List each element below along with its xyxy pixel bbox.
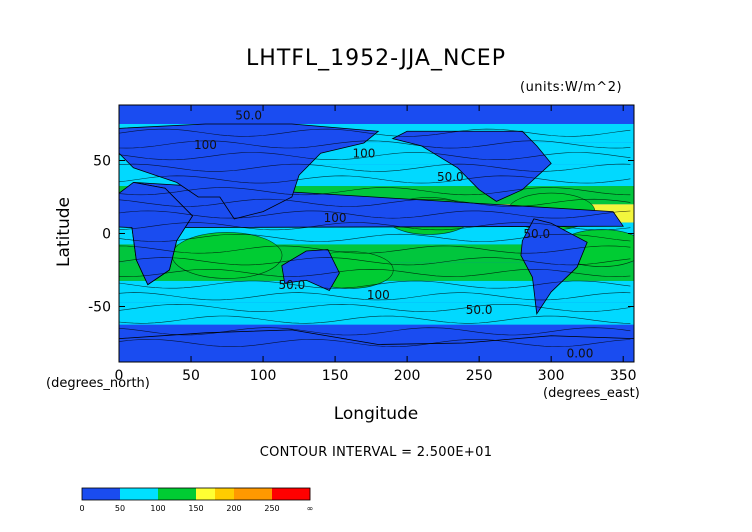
- contour-line: [119, 163, 631, 172]
- contour-label: 50.0: [235, 109, 262, 123]
- contour-line: [119, 128, 631, 137]
- contour-line: [119, 280, 631, 289]
- colorbar-tick-label: 100: [150, 504, 165, 513]
- colorbar-segment: [158, 488, 178, 500]
- contour-line: [119, 140, 631, 149]
- contour-label: 50.0: [466, 303, 493, 317]
- chart-title: LHTFL_1952-JJA_NCEP: [246, 46, 506, 71]
- contour-line: [119, 303, 631, 312]
- y-tick-label: -50: [88, 300, 111, 316]
- contour-label: 100: [194, 138, 217, 152]
- colorbar-segment: [272, 488, 292, 500]
- contour-line: [119, 187, 631, 196]
- contour-label: 100: [324, 211, 347, 225]
- contour-interval-label: CONTOUR INTERVAL = 2.500E+01: [259, 445, 493, 460]
- contour-line: [119, 315, 631, 324]
- x-tick-label: 300: [538, 368, 565, 384]
- contour-line: [119, 292, 631, 301]
- colorbar-tick-label: 200: [226, 504, 241, 513]
- contour-line: [119, 175, 631, 184]
- contour-label: 50.0: [437, 170, 464, 184]
- contour-line: [119, 257, 631, 266]
- colorbar-tick-label: ∞: [307, 504, 314, 513]
- units-label: (units:W/m^2): [520, 80, 623, 95]
- x-tick-label: 200: [394, 368, 421, 384]
- x-unit-label: (degrees_east): [543, 386, 640, 401]
- contour-line: [119, 327, 631, 336]
- colorbar-segment: [101, 488, 121, 500]
- x-axis-label: Longitude: [333, 404, 419, 424]
- colorbar-segment: [215, 488, 235, 500]
- x-tick-label: 350: [610, 368, 637, 384]
- contour-label: 100: [367, 288, 390, 302]
- y-tick-label: 50: [93, 153, 111, 169]
- contour-line: [119, 233, 631, 242]
- landmass: [119, 123, 380, 220]
- colorbar-segment: [196, 488, 216, 500]
- x-tick-label: 150: [322, 368, 349, 384]
- colorbar-tick-label: 50: [115, 504, 125, 513]
- contour-line: [119, 198, 631, 207]
- contour-label: 0.00: [567, 347, 594, 361]
- data-band: [119, 302, 634, 325]
- colorbar-segment: [120, 488, 140, 500]
- contour-line: [119, 268, 631, 277]
- colorbar-tick-label: 250: [264, 504, 279, 513]
- axes: 0 50 100 150 200 250 300 350 -50 0 50: [88, 105, 637, 384]
- colorbar-tick-label: 150: [188, 504, 203, 513]
- x-tick-label: 250: [466, 368, 493, 384]
- colorbar-segment: [139, 488, 159, 500]
- data-band: [119, 105, 634, 124]
- contour-line: [119, 222, 631, 231]
- colorbar-tick-label: 0: [79, 504, 84, 513]
- contour-line: [119, 210, 631, 219]
- y-unit-label: (degrees_north): [46, 376, 150, 391]
- x-tick-label: 0: [115, 368, 124, 384]
- colorbar-segment: [82, 488, 102, 500]
- contour-line: [119, 339, 631, 348]
- colorbar-frame: [81, 487, 311, 501]
- contour-label: 100: [352, 147, 375, 161]
- colorbar-segment: [291, 488, 311, 500]
- x-tick-label: 100: [250, 368, 277, 384]
- contour-label: 50.0: [523, 227, 550, 241]
- colorbar-segment: [177, 488, 197, 500]
- contour-line: [119, 152, 631, 161]
- contour-label: 50.0: [279, 278, 306, 292]
- x-tick-label: 50: [182, 368, 200, 384]
- colorbar-segment: [253, 488, 273, 500]
- contour-line: [119, 245, 631, 254]
- plot-area: 50.0 100 100 50.0 100 50.0 50.0 100 50.0 0.00: [119, 105, 634, 362]
- colorbar-segment: [234, 488, 254, 500]
- colorbar: 0 50 100 150 200 250 ∞: [79, 487, 314, 513]
- landmass: [520, 218, 588, 315]
- y-tick-label: 0: [102, 227, 111, 243]
